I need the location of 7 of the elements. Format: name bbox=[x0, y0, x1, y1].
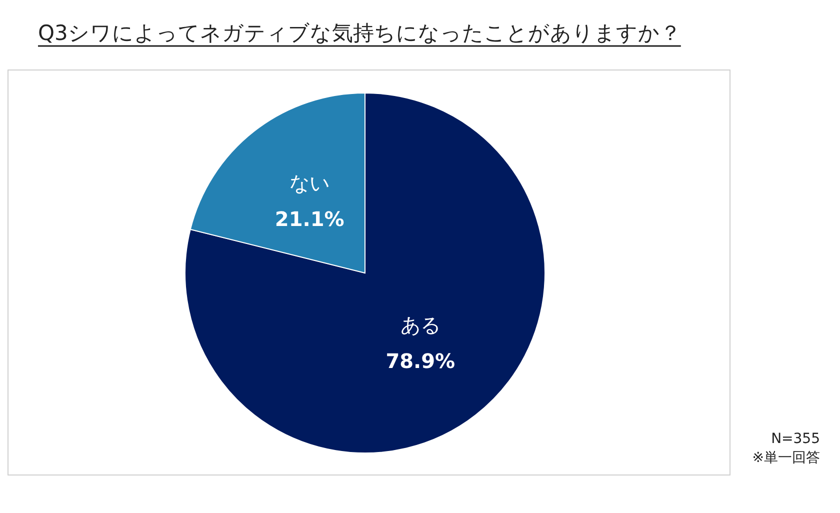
chart-title: Q3シワによってネガティブな気持ちになったことがありますか？ bbox=[38, 21, 681, 45]
text: N=355 bbox=[771, 431, 820, 447]
text: ※単一回答 bbox=[752, 450, 820, 466]
slice-label: ない bbox=[290, 171, 330, 196]
data-label: 21.1% bbox=[274, 207, 344, 232]
slice-label: ある bbox=[400, 312, 440, 337]
data-label: 78.9% bbox=[386, 348, 456, 373]
